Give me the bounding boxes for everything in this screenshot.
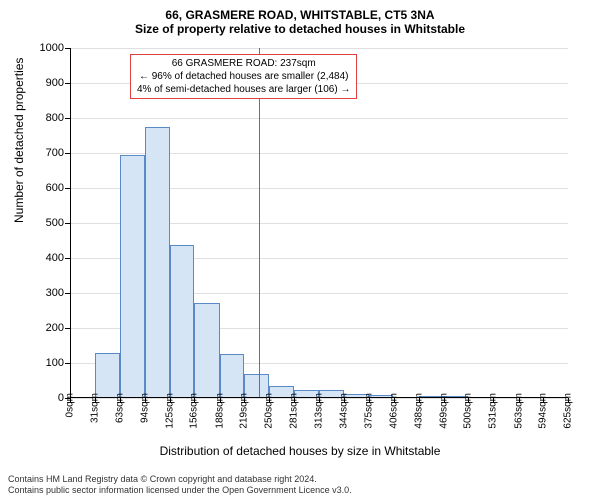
ytick-label: 800 [24,112,64,124]
xtick-label: 188sqm [214,393,225,429]
gridline-horizontal [70,48,568,49]
ytick-label: 200 [24,322,64,334]
xtick-label: 500sqm [463,393,474,429]
xtick-label: 156sqm [189,393,200,429]
histogram-bar [120,155,145,398]
info-box-line-3: 4% of semi-detached houses are larger (1… [137,83,350,96]
xtick-label: 31sqm [89,393,100,423]
info-box-line-1: 66 GRASMERE ROAD: 237sqm [137,57,350,70]
reference-line [259,48,260,398]
info-box-line-2: ← 96% of detached houses are smaller (2,… [137,70,350,83]
footer-line-2: Contains public sector information licen… [8,485,352,496]
ytick-label: 700 [24,147,64,159]
histogram-bar [220,354,245,398]
xtick-label: 594sqm [538,393,549,429]
xtick-label: 406sqm [388,393,399,429]
histogram-bar [95,353,120,398]
ytick-label: 900 [24,77,64,89]
histogram-bar [194,303,219,398]
ytick-label: 100 [24,357,64,369]
ytick-label: 600 [24,182,64,194]
xtick-label: 344sqm [339,393,350,429]
xtick-label: 250sqm [264,393,275,429]
info-box: 66 GRASMERE ROAD: 237sqm← 96% of detache… [130,54,357,99]
xtick-label: 563sqm [513,393,524,429]
ytick-label: 500 [24,217,64,229]
histogram-bar [145,127,170,398]
chart-title-sub: Size of property relative to detached ho… [0,22,600,40]
chart-title-main: 66, GRASMERE ROAD, WHITSTABLE, CT5 3NA [0,0,600,22]
xtick-label: 625sqm [563,393,574,429]
xtick-label: 125sqm [164,393,175,429]
gridline-horizontal [70,118,568,119]
xtick-label: 281sqm [288,393,299,429]
xtick-label: 94sqm [139,393,150,423]
xtick-label: 219sqm [239,393,250,429]
xtick-label: 375sqm [363,393,374,429]
ytick-label: 300 [24,287,64,299]
xtick-label: 438sqm [413,393,424,429]
x-axis-label: Distribution of detached houses by size … [0,444,600,458]
footer-line-1: Contains HM Land Registry data © Crown c… [8,474,352,485]
xtick-label: 0sqm [65,393,76,417]
ytick-label: 400 [24,252,64,264]
xtick-label: 63sqm [115,393,126,423]
chart-plot-area: 010020030040050060070080090010000sqm31sq… [70,48,568,398]
xtick-label: 469sqm [438,393,449,429]
y-axis-line [70,48,71,398]
xtick-label: 531sqm [488,393,499,429]
footer-attribution: Contains HM Land Registry data © Crown c… [8,474,352,496]
ytick-label: 0 [24,392,64,404]
ytick-label: 1000 [24,42,64,54]
histogram-bar [170,245,195,398]
xtick-label: 313sqm [314,393,325,429]
